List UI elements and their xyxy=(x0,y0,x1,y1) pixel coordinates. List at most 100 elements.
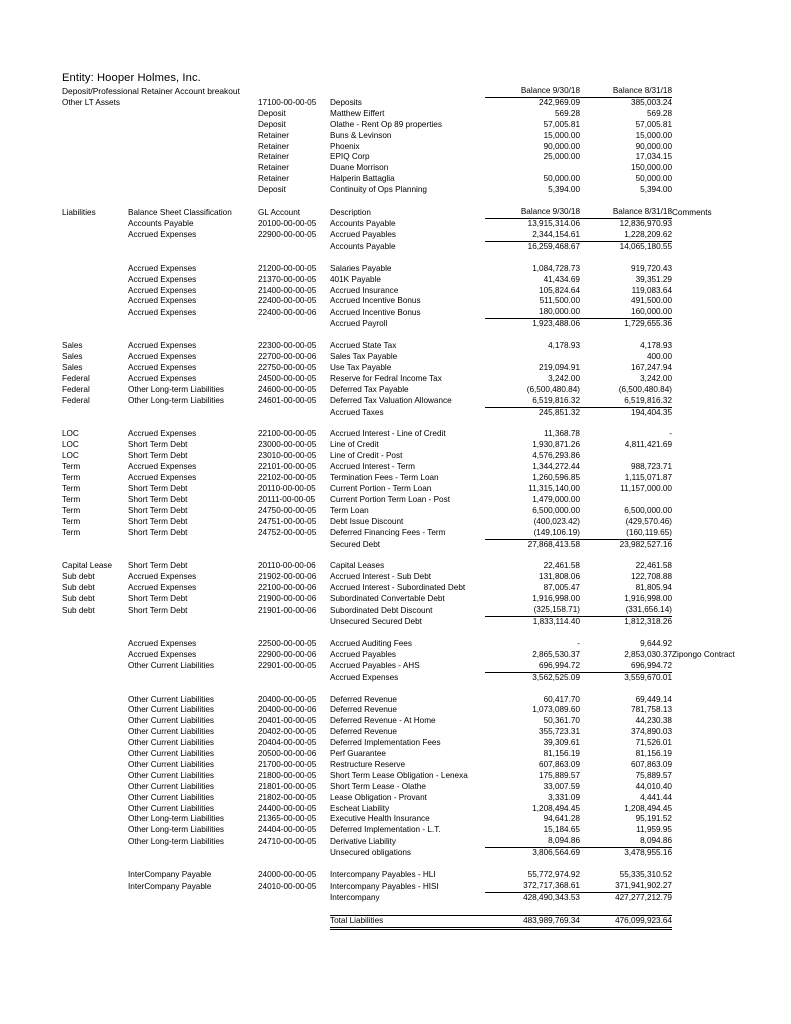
cell-balance-2: 427,277,212.79 xyxy=(580,891,672,904)
cell-balance-1: 372,717,368.61 xyxy=(523,881,580,890)
liability-row: InterCompany Payable 24010-00-00-05 Interc… xyxy=(62,881,762,892)
spacer-cell xyxy=(672,86,762,97)
subtotal-row: Accrued Expenses 3,562,525.09 3,559,670.01 xyxy=(62,671,762,684)
cell-balance-1: 60,417.70 xyxy=(543,694,580,704)
subtotal-row: Accounts Payable 16,259,468.67 14,065,180.… xyxy=(62,240,762,253)
cell-description: Total Liabilities xyxy=(330,914,485,930)
liability-row: Term Accrued Expenses 22102-00-00-05 Termin… xyxy=(62,473,762,484)
cell-classification: Accrued Expenses xyxy=(128,307,197,317)
cell-gl-account: 17100-00-00-05 xyxy=(258,97,317,107)
cell-comments xyxy=(672,695,762,706)
cell-description: Intercompany Payables - HLI xyxy=(330,870,436,880)
cell-description: Accrued State Tax xyxy=(330,341,397,351)
document-subtitle: Deposit/Professional Retainer Account br… xyxy=(62,86,240,97)
cell-category xyxy=(62,407,128,418)
cell-balance-2: 119,083.64 xyxy=(631,285,672,295)
liability-row: Other Current Liabilities 20402-00-00-05 D… xyxy=(62,727,762,738)
cell-category xyxy=(62,539,128,550)
liability-row: Term Short Term Debt 20111-00-00-05 Current… xyxy=(62,495,762,506)
cell-classification: Accrued Expenses xyxy=(128,285,197,295)
cell-description: Deferred Implementation Fees xyxy=(330,738,441,748)
liability-row: Term Short Term Debt 24751-00-00-05 Debt Is… xyxy=(62,517,762,528)
cell-category xyxy=(62,639,128,650)
cell-balance-1: 15,184.65 xyxy=(543,825,580,835)
cell-balance-2: 14,065,180.55 xyxy=(580,240,672,253)
column-header-liabilities: Liabilities xyxy=(62,207,96,217)
cell-description: Deferred Revenue xyxy=(330,727,397,737)
cell-description: Accrued Taxes xyxy=(330,407,384,417)
liabilities-header: Liabilities Balance Sheet Classification… xyxy=(62,207,762,219)
cell-comments xyxy=(672,440,762,451)
cell-classification: Short Term Debt xyxy=(128,484,188,493)
cell-description: Short Term Lease - Olathe xyxy=(330,781,426,791)
cell-balance-1: 1,833,114.40 xyxy=(485,615,580,628)
row-spacer xyxy=(62,684,762,695)
cell-description: Derivative Liability xyxy=(330,836,396,846)
liability-row: Federal Other Long-term Liabilities 24600-… xyxy=(62,385,762,396)
cell-gl-account: 20110-00-00-06 xyxy=(258,561,316,571)
cell-gl-account: 23010-00-00-05 xyxy=(258,451,317,461)
cell-description: Perf Guarantee xyxy=(330,749,386,759)
row-spacer xyxy=(62,330,762,341)
cell-balance-1: 607,863.09 xyxy=(539,759,580,769)
cell-category: Federal xyxy=(62,373,90,383)
cell-balance-1: 483,989,769.34 xyxy=(485,914,580,930)
cell-category xyxy=(62,319,128,330)
cell-category: Sub debt xyxy=(62,605,95,615)
cell-classification: Other Current Liabilities xyxy=(128,792,215,802)
cell-comments xyxy=(672,275,762,286)
cell-balance-1: - xyxy=(577,638,580,648)
cell-description: Deferred Tax Valuation Allowance xyxy=(330,396,452,406)
cell-classification: Other Current Liabilities xyxy=(128,749,215,759)
liability-row: Accrued Expenses 22500-00-00-05 Accrued Au… xyxy=(62,639,762,650)
cell-comments xyxy=(672,97,762,108)
cell-gl-account xyxy=(258,319,330,330)
cell-comments xyxy=(672,462,762,473)
cell-balance-1: 105,824.64 xyxy=(539,285,580,295)
cell-gl-account: 20100-00-00-05 xyxy=(258,218,317,228)
cell-gl-account: 22400-00-00-05 xyxy=(258,296,317,306)
cell-comments xyxy=(672,152,762,163)
cell-comments xyxy=(672,131,762,142)
cell-category: Term xyxy=(62,505,81,515)
cell-description: Line of Credit - Post xyxy=(330,451,403,461)
cell-category xyxy=(62,804,128,815)
cell-comments xyxy=(672,892,762,903)
cell-comments xyxy=(672,374,762,385)
cell-description: Phoenix xyxy=(330,141,360,151)
liability-row: Other Current Liabilities 20401-00-00-05 D… xyxy=(62,716,762,727)
cell-description: Line of Credit xyxy=(330,440,379,450)
cell-category: Sales xyxy=(62,341,83,351)
cell-description: Capital Leases xyxy=(330,561,385,571)
cell-category xyxy=(62,616,128,627)
cell-description: Deferred Implementation - L.T. xyxy=(330,825,441,835)
cell-description: Accrued Payables - AHS xyxy=(330,661,420,671)
cell-balance-2: 23,982,527.16 xyxy=(580,538,672,551)
cell-balance-1: 1,479,000.00 xyxy=(532,494,580,504)
cell-balance-2: 44,010.40 xyxy=(635,781,672,791)
cell-balance-1: 1,208,494.45 xyxy=(532,803,580,813)
cell-gl-account: 22102-00-00-05 xyxy=(258,473,317,483)
cell-balance-2: (160,119.65) xyxy=(626,527,672,537)
cell-balance-1: 219,094.91 xyxy=(539,362,580,372)
cell-balance-1: 15,000.00 xyxy=(543,130,581,140)
cell-balance-2: 57,005.81 xyxy=(635,119,673,129)
cell-description: Lease Obligation - Provant xyxy=(330,792,427,802)
liability-row: LOC Short Term Debt 23010-00-00-05 Line of … xyxy=(62,451,762,462)
cell-gl-account: 20500-00-00-06 xyxy=(258,749,317,759)
cell-gl-account: 22100-00-00-06 xyxy=(258,583,317,593)
liability-row: Other Current Liabilities 20500-00-00-06 P… xyxy=(62,749,762,760)
cell-balance-2: 1,916,998.00 xyxy=(624,594,672,604)
subtotal-row: Accrued Payroll 1,923,488.06 1,729,655.36 xyxy=(62,318,762,331)
cell-category xyxy=(62,307,128,318)
cell-description: 401K Payable xyxy=(330,274,381,284)
cell-classification: Other Long-term Liabilities xyxy=(128,384,225,394)
cell-gl-account: 22700-00-00-06 xyxy=(258,352,317,362)
column-header-balance-2: Balance 8/31/18 xyxy=(580,207,672,219)
cell-description: Continuity of Ops Planning xyxy=(330,185,427,195)
cell-balance-1: 41,434.69 xyxy=(543,274,580,284)
cell-balance-1: 6,500,000.00 xyxy=(532,505,580,515)
liability-row: Sales Accrued Expenses 22700-00-00-06 Sales… xyxy=(62,352,762,363)
cell-comments xyxy=(672,218,762,229)
liability-row: Other Current Liabilities 20404-00-00-05 D… xyxy=(62,738,762,749)
